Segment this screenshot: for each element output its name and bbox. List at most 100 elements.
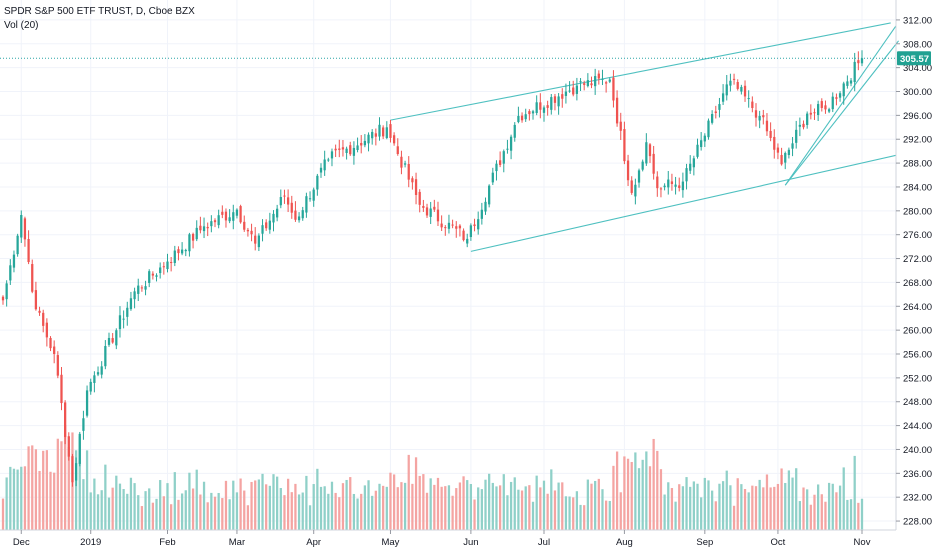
volume-bar [129,477,133,530]
volume-bar [60,441,63,530]
candle-body [272,213,275,223]
candle-body [802,123,805,128]
volume-bar [148,488,151,530]
candle-body [696,144,699,157]
candle-body [780,154,783,165]
candle-body [506,148,509,150]
volume-bar [568,496,571,530]
volume-bar [418,475,421,530]
volume-bar [1,498,5,530]
last-price-value: 305.57 [900,54,929,65]
candle-body [27,238,30,263]
volume-bar [261,473,264,530]
candle-body [301,210,304,219]
volume-bar [732,505,736,530]
candle-body [243,221,246,230]
volume-bar [626,458,630,530]
candle-body [451,224,454,226]
volume-bar [586,479,589,530]
volume-bar [773,486,776,530]
volume-bar [444,486,447,530]
candle-body [758,115,761,121]
volume-bar [498,485,502,530]
volume-bar [678,484,681,530]
time-axis[interactable]: Dec 2019 Feb Mar Apr May Jun Jul Aug Sep Oct Nov [0,529,896,548]
volume-bar [659,469,663,530]
volume-bar [382,485,385,530]
volume-bar [480,489,483,530]
candle-body [743,85,747,97]
candle-body [791,143,794,149]
candle-body [597,73,600,79]
symbol-title[interactable]: SPDR S&P 500 ETF TRUST, D, Cboe BZX [4,6,195,17]
volume-bar [809,504,812,530]
volume-bar [5,477,8,530]
trendlines [390,22,899,252]
candle-body [765,120,769,132]
volume-bar [202,481,206,530]
volume-bar [162,496,165,530]
volume-bar [740,484,743,530]
candle-body [685,168,688,182]
candle-body [140,287,144,289]
volume-bar [151,502,155,530]
candle-body [710,114,714,123]
volume-bar [246,505,250,530]
volume-bar [590,483,593,530]
candle-body [550,97,553,110]
volume-bar [787,470,791,530]
time-tick-label: Jun [463,537,478,548]
volume-bar [228,499,231,530]
candle-body [126,307,129,317]
volume-bar [422,474,425,530]
candle-body [795,129,798,143]
candle-body [382,127,385,137]
volume-bar [392,474,396,530]
volume-bar [323,486,326,530]
volume-bar [49,471,52,530]
candle-body [111,338,114,343]
candle-body [133,291,136,300]
volume-bar [191,488,195,530]
candle-body [707,120,710,138]
volume-bar [509,481,513,530]
candle-body [498,160,502,165]
volume-bar [827,482,831,530]
volume-bar [561,482,564,530]
trendline [784,25,897,186]
volume-bar [564,496,568,530]
volume-bar [575,491,579,530]
volume-bar [462,476,465,530]
volume-bar [118,483,122,530]
volume-bar [769,487,772,530]
candle-body [689,163,692,171]
volume-bar [297,494,301,530]
candle-body [31,264,34,292]
volume-bar [305,475,308,530]
candle-body [648,144,652,157]
candle-body [469,225,473,238]
volume-bar [473,499,476,530]
volume-bar [842,467,845,530]
volume-bar [725,470,728,530]
volume-bar [38,470,41,530]
candle-body [590,83,593,86]
candle-body [736,82,739,89]
candle-body [20,215,23,238]
candle-body [385,127,388,139]
volume-bar [180,493,184,530]
candle-body [520,115,524,121]
volume-bar [835,492,838,530]
candle-body [107,337,111,345]
candle-body [604,82,608,84]
candle-body [572,87,575,95]
candle-body [846,81,849,86]
candle-body [232,212,235,221]
price-axis[interactable]: 228.00 232.00 236.00 240.00 244.00 248.00 252.… [895,0,932,530]
candle-body [305,196,308,213]
volume-indicator-label[interactable]: Vol (20) [4,20,39,31]
volume-bar [42,450,45,530]
volume-bar [776,483,780,530]
candle-body [751,101,754,109]
